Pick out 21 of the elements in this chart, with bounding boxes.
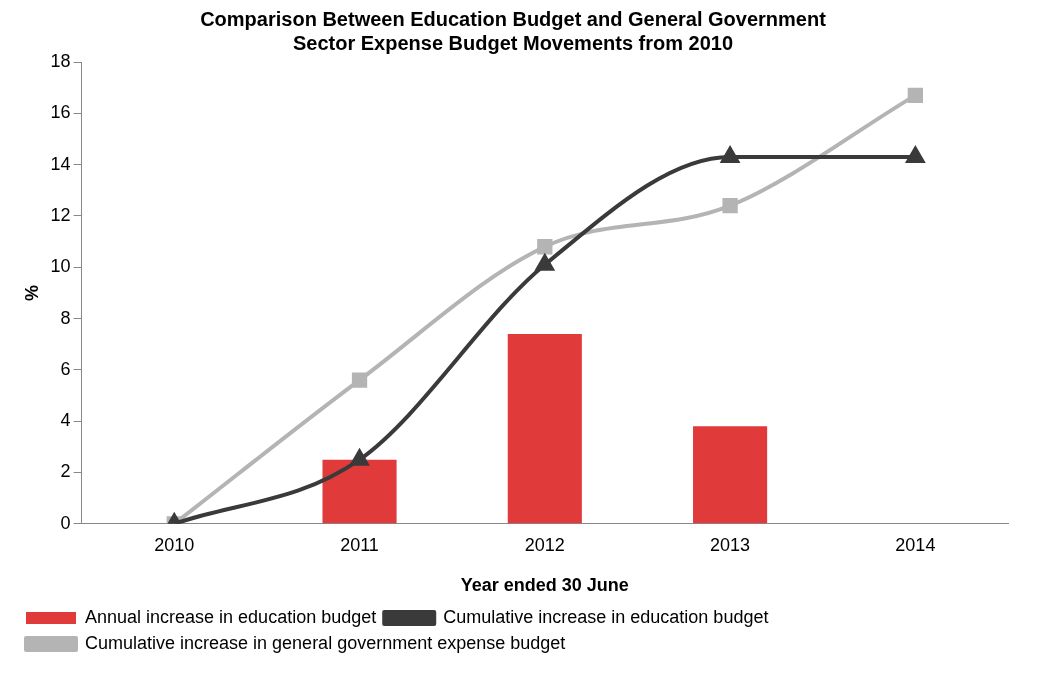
y-tick-label: 16 [50,102,71,123]
x-tick-label: 2013 [710,534,751,555]
y-tick-label: 6 [60,358,71,379]
y-axis-title: % [21,284,42,301]
legend-label: Cumulative increase in education budget [443,606,769,627]
y-tick-label: 12 [50,204,71,225]
y-tick-label: 2 [60,461,71,482]
x-tick-label: 2012 [524,534,565,555]
x-tick-label: 2010 [154,534,195,555]
y-tick-label: 14 [50,153,71,174]
y-tick-label: 10 [50,256,71,277]
y-tick-label: 18 [50,50,71,71]
x-tick-label: 2014 [895,534,936,555]
x-tick-label: 2011 [340,534,379,555]
chart-title: Comparison Between Education Budget and General Government Sector Expense Budget Movements from 2010 [200,7,827,54]
y-tick-label: 0 [60,512,71,533]
legend-label: Cumulative increase in general government expense budget [85,632,566,653]
y-tick-label: 8 [60,307,71,328]
y-tick-label: 4 [60,410,71,431]
x-axis-title: Year ended 30 June [460,575,629,596]
legend-label: Annual increase in education budget [85,606,377,627]
